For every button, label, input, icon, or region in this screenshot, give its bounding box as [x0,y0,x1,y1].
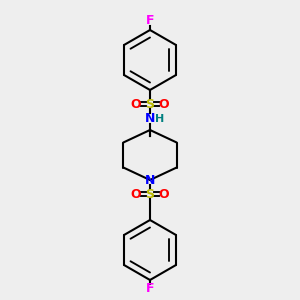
Text: F: F [146,14,154,28]
Text: N: N [145,112,155,124]
Text: F: F [146,283,154,296]
Text: O: O [131,98,141,110]
Text: S: S [146,98,154,110]
Text: H: H [155,114,165,124]
Text: O: O [159,98,169,110]
Text: N: N [145,173,155,187]
Text: O: O [159,188,169,200]
Text: O: O [131,188,141,200]
Text: S: S [146,188,154,200]
